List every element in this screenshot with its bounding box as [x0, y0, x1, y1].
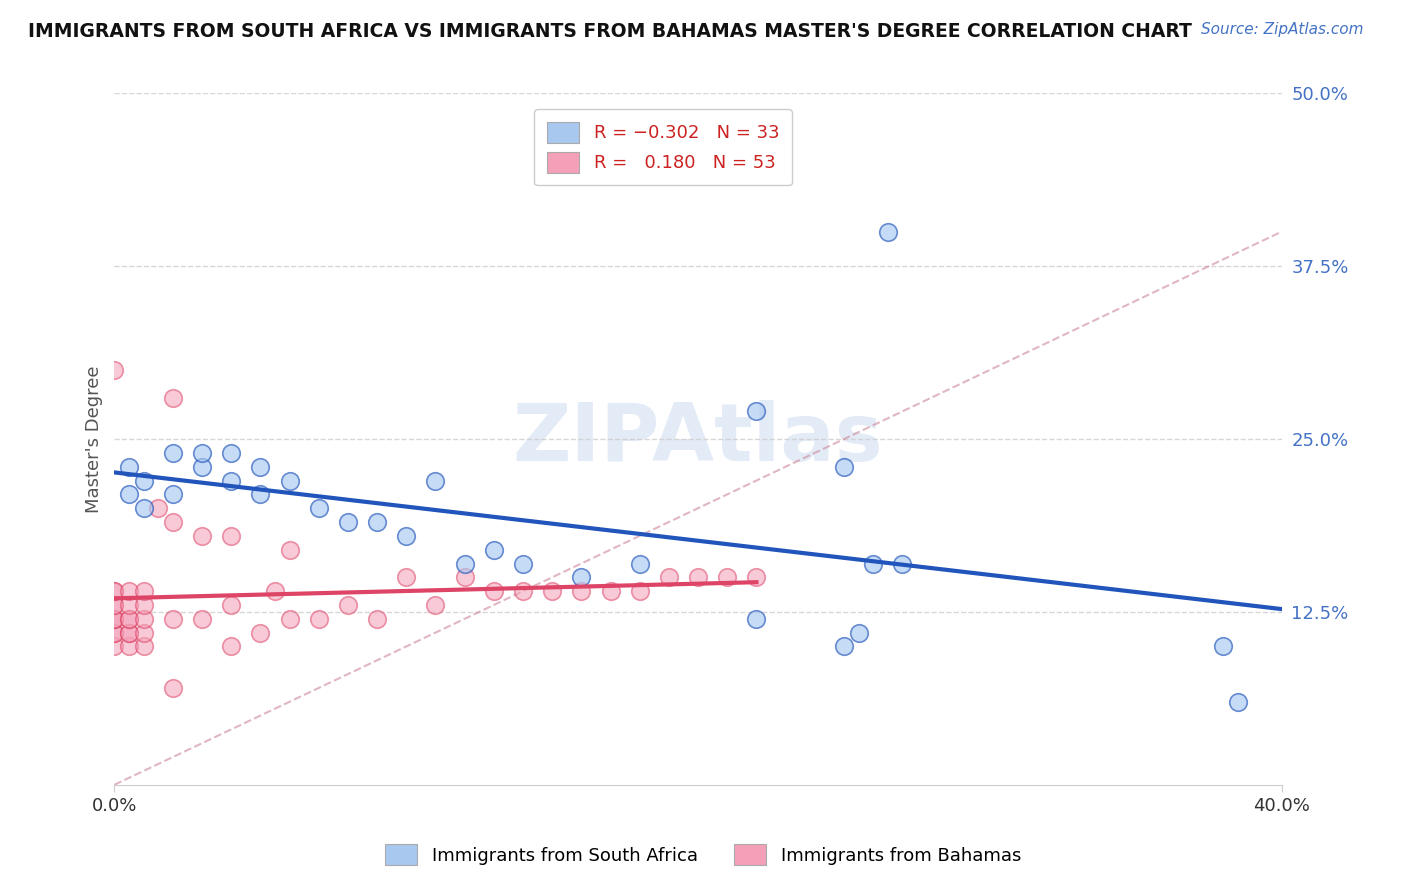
Y-axis label: Master's Degree: Master's Degree: [86, 366, 103, 513]
Point: [512, 584, 534, 599]
Point: [103, 625, 125, 640]
Point: [569, 570, 592, 584]
Point: [658, 570, 681, 584]
Point: [132, 584, 155, 599]
Point: [118, 598, 141, 612]
Point: [1212, 640, 1234, 654]
Point: [453, 557, 475, 571]
Point: [118, 625, 141, 640]
Point: [132, 501, 155, 516]
Point: [278, 474, 301, 488]
Point: [132, 625, 155, 640]
Point: [264, 584, 287, 599]
Point: [132, 640, 155, 654]
Point: [162, 515, 184, 529]
Point: [569, 584, 592, 599]
Point: [336, 515, 359, 529]
Point: [191, 529, 214, 543]
Point: [482, 584, 505, 599]
Point: [366, 612, 388, 626]
Point: [1226, 695, 1249, 709]
Point: [745, 612, 768, 626]
Point: [249, 487, 271, 501]
Point: [453, 570, 475, 584]
Point: [191, 612, 214, 626]
Point: [103, 612, 125, 626]
Point: [132, 612, 155, 626]
Text: Source: ZipAtlas.com: Source: ZipAtlas.com: [1201, 22, 1364, 37]
Point: [395, 570, 418, 584]
Text: ZIPAtlas: ZIPAtlas: [513, 400, 883, 478]
Point: [118, 612, 141, 626]
Point: [162, 681, 184, 695]
Point: [745, 570, 768, 584]
Point: [148, 501, 170, 516]
Point: [162, 391, 184, 405]
Point: [103, 363, 125, 377]
Legend: R = −0.302   N = 33, R =   0.180   N = 53: R = −0.302 N = 33, R = 0.180 N = 53: [534, 110, 792, 186]
Point: [249, 625, 271, 640]
Point: [103, 612, 125, 626]
Point: [686, 570, 709, 584]
Point: [716, 570, 738, 584]
Point: [103, 598, 125, 612]
Point: [219, 474, 242, 488]
Point: [219, 529, 242, 543]
Point: [848, 625, 870, 640]
Point: [118, 625, 141, 640]
Point: [599, 584, 621, 599]
Point: [118, 459, 141, 474]
Point: [103, 612, 125, 626]
Legend: Immigrants from South Africa, Immigrants from Bahamas: Immigrants from South Africa, Immigrants…: [375, 835, 1031, 874]
Point: [425, 474, 447, 488]
Point: [118, 612, 141, 626]
Point: [103, 584, 125, 599]
Point: [395, 529, 418, 543]
Text: IMMIGRANTS FROM SOUTH AFRICA VS IMMIGRANTS FROM BAHAMAS MASTER'S DEGREE CORRELAT: IMMIGRANTS FROM SOUTH AFRICA VS IMMIGRAN…: [28, 22, 1192, 41]
Point: [482, 542, 505, 557]
Point: [132, 474, 155, 488]
Point: [891, 557, 914, 571]
Point: [745, 404, 768, 418]
Point: [876, 225, 898, 239]
Point: [191, 446, 214, 460]
Point: [162, 487, 184, 501]
Point: [118, 487, 141, 501]
Point: [191, 459, 214, 474]
Point: [162, 446, 184, 460]
Point: [541, 584, 564, 599]
Point: [512, 557, 534, 571]
Point: [103, 640, 125, 654]
Point: [219, 640, 242, 654]
Point: [132, 598, 155, 612]
Point: [219, 598, 242, 612]
Point: [103, 598, 125, 612]
Point: [278, 542, 301, 557]
Point: [832, 459, 855, 474]
Point: [103, 625, 125, 640]
Point: [628, 557, 651, 571]
Point: [336, 598, 359, 612]
Point: [219, 446, 242, 460]
Point: [308, 501, 330, 516]
Point: [425, 598, 447, 612]
Point: [308, 612, 330, 626]
Point: [103, 584, 125, 599]
Point: [366, 515, 388, 529]
Point: [278, 612, 301, 626]
Point: [249, 459, 271, 474]
Point: [118, 640, 141, 654]
Point: [628, 584, 651, 599]
Point: [118, 584, 141, 599]
Point: [162, 612, 184, 626]
Point: [862, 557, 884, 571]
Point: [832, 640, 855, 654]
